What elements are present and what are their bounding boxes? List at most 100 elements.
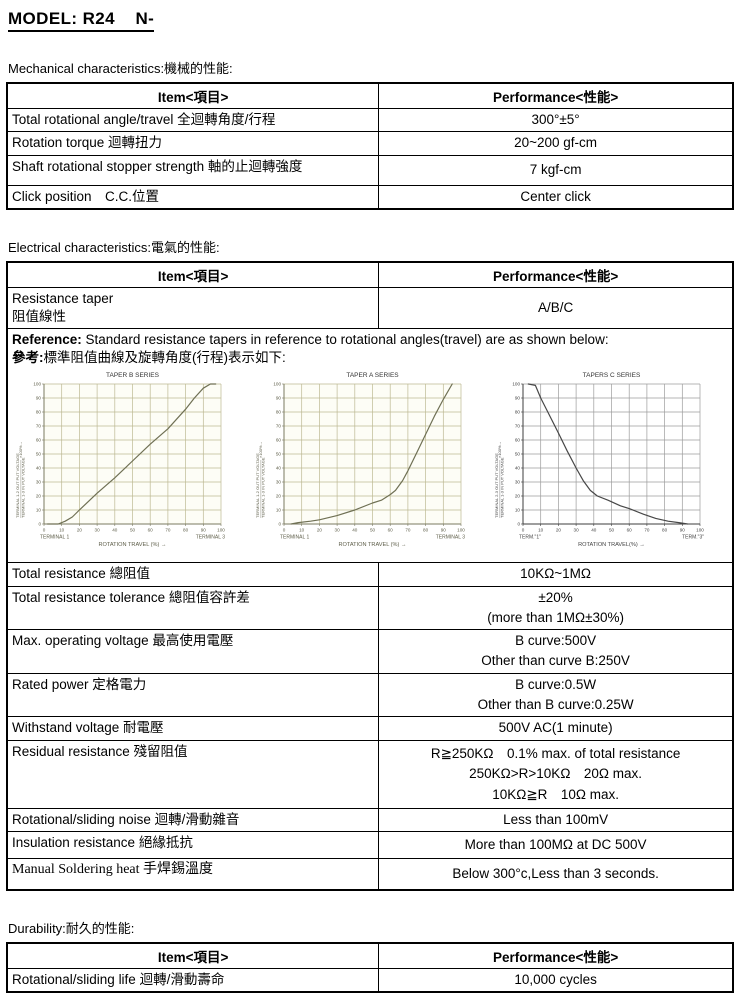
- svg-text:60: 60: [387, 528, 393, 533]
- svg-text:TERMINAL 1: TERMINAL 1: [40, 535, 69, 541]
- svg-text:100: 100: [33, 382, 41, 387]
- item-cell: Click position C.C.位置: [6, 184, 380, 210]
- svg-text:90: 90: [36, 396, 42, 401]
- svg-text:40: 40: [275, 466, 281, 471]
- svg-text:50: 50: [275, 452, 281, 457]
- svg-text:70: 70: [275, 424, 281, 429]
- svg-text:50: 50: [130, 528, 136, 533]
- reference-label-zh: 參考:: [12, 349, 44, 365]
- performance-cell: B curve:0.5W Other than B curve:0.25W: [378, 672, 734, 718]
- svg-text:70: 70: [165, 528, 171, 533]
- svg-text:80: 80: [662, 528, 668, 533]
- item-cell: Total rotational angle/travel 全迴轉角度/行程: [6, 107, 380, 133]
- column-header-performance: Performance<性能>: [378, 261, 734, 288]
- column-header-performance: Performance<性能>: [378, 82, 734, 109]
- svg-text:0: 0: [522, 528, 525, 533]
- table-row: Rotation torque 迴轉扭力 20~200 gf-cm: [6, 131, 734, 156]
- svg-text:30: 30: [36, 480, 42, 485]
- svg-text:20: 20: [556, 528, 562, 533]
- table-header-row: Item<項目> Performance<性能>: [6, 261, 734, 288]
- svg-text:TAPER B SERIES: TAPER B SERIES: [106, 372, 160, 379]
- svg-text:20: 20: [275, 494, 281, 499]
- svg-text:10: 10: [36, 508, 42, 513]
- svg-text:100: 100: [696, 528, 704, 533]
- svg-text:TERM."3": TERM."3": [682, 535, 704, 541]
- svg-text:10: 10: [275, 508, 281, 513]
- table-row: Max. operating voltage 最高使用電壓 B curve:50…: [6, 629, 734, 674]
- svg-text:90: 90: [680, 528, 686, 533]
- svg-text:70: 70: [644, 528, 650, 533]
- performance-cell: 500V AC(1 minute): [378, 716, 734, 742]
- svg-text:90: 90: [515, 396, 521, 401]
- performance-cell: 10,000 cycles: [378, 967, 734, 993]
- page-title: MODEL: R24 N-: [8, 9, 155, 32]
- item-cell: Total resistance tolerance 總阻值容許差: [6, 585, 380, 631]
- performance-cell: Less than 100mV: [378, 808, 734, 833]
- svg-text:TERMINAL 1-2 OUT PUT VOLTAGE: TERMINAL 1-2 OUT PUT VOLTAGE: [15, 453, 20, 518]
- svg-text:70: 70: [36, 424, 42, 429]
- column-header-item: Item<項目>: [6, 942, 380, 969]
- item-cell: Rated power 定格電力: [6, 672, 380, 718]
- svg-text:80: 80: [36, 410, 42, 415]
- svg-text:50: 50: [609, 528, 615, 533]
- svg-text:80: 80: [423, 528, 429, 533]
- svg-text:40: 40: [352, 528, 358, 533]
- taper-a-chart: 0 10 20 30 40 50 60 70 80 90 100 0 10 20 30 40 50 60 70 80 9…: [254, 369, 487, 557]
- svg-text:ROTATION TRAVEL (%) →: ROTATION TRAVEL (%) →: [338, 542, 406, 548]
- svg-text:40: 40: [36, 466, 42, 471]
- reference-row: Reference: Standard resistance tapers in…: [6, 328, 734, 564]
- svg-text:60: 60: [148, 528, 154, 533]
- svg-text:0: 0: [278, 522, 281, 527]
- svg-text:20: 20: [36, 494, 42, 499]
- svg-text:70: 70: [515, 424, 521, 429]
- svg-text:10: 10: [299, 528, 305, 533]
- svg-text:×100%→: ×100%→: [497, 442, 502, 459]
- electrical-heading: Electrical characteristics:電氣的性能:: [8, 239, 220, 255]
- svg-text:100: 100: [512, 382, 520, 387]
- electrical-table: Item<項目> Performance<性能> Resistance tape…: [6, 260, 734, 891]
- svg-text:TERMINAL 1-3 IN PUT VOLTAGE: TERMINAL 1-3 IN PUT VOLTAGE: [260, 457, 265, 518]
- svg-text:100: 100: [273, 382, 281, 387]
- svg-text:TERMINAL 3: TERMINAL 3: [196, 535, 225, 541]
- svg-text:ROTATION TRAVEL(%) →: ROTATION TRAVEL(%) →: [578, 542, 645, 548]
- table-row: Total rotational angle/travel 全迴轉角度/行程 3…: [6, 107, 734, 133]
- performance-cell: More than 100MΩ at DC 500V: [378, 831, 734, 860]
- svg-text:TAPER A SERIES: TAPER A SERIES: [346, 372, 399, 379]
- svg-text:30: 30: [334, 528, 340, 533]
- svg-text:10: 10: [59, 528, 65, 533]
- svg-text:TERM."1": TERM."1": [519, 535, 541, 541]
- svg-text:30: 30: [515, 480, 521, 485]
- table-row: Rotational/sliding noise 迴轉/滑動雜音 Less th…: [6, 808, 734, 833]
- svg-text:80: 80: [275, 410, 281, 415]
- item-cell: Manual Soldering heat 手焊錫溫度: [6, 858, 380, 891]
- svg-text:40: 40: [515, 466, 521, 471]
- item-cell: Withstand voltage 耐電壓: [6, 716, 380, 742]
- svg-text:×100%→: ×100%→: [258, 442, 263, 459]
- table-header-row: Item<項目> Performance<性能>: [6, 942, 734, 969]
- taper-b-chart: 0 10 20 30 40 50 60 70 80 90 100 0 10 20 30 40 50 60 70 80 9…: [14, 369, 247, 557]
- svg-text:50: 50: [369, 528, 375, 533]
- svg-text:0: 0: [517, 522, 520, 527]
- svg-text:TERMINAL 1-2 OUT PUT VOLTAGE: TERMINAL 1-2 OUT PUT VOLTAGE: [255, 453, 260, 518]
- svg-text:30: 30: [95, 528, 101, 533]
- svg-text:60: 60: [275, 438, 281, 443]
- svg-text:100: 100: [217, 528, 225, 533]
- svg-text:0: 0: [43, 528, 46, 533]
- svg-text:20: 20: [77, 528, 83, 533]
- table-row: Manual Soldering heat 手焊錫溫度 Below 300°c,…: [6, 858, 734, 891]
- performance-cell: 20~200 gf-cm: [378, 131, 734, 156]
- table-row: Rated power 定格電力 B curve:0.5W Other than…: [6, 672, 734, 718]
- table-row: Resistance taper 阻值線性 A/B/C: [6, 286, 734, 330]
- svg-text:0: 0: [38, 522, 41, 527]
- svg-text:80: 80: [515, 410, 521, 415]
- item-cell: Rotation torque 迴轉扭力: [6, 131, 380, 156]
- svg-text:×100%→: ×100%→: [18, 442, 23, 459]
- item-cell: Resistance taper 阻值線性: [6, 286, 380, 330]
- svg-text:70: 70: [405, 528, 411, 533]
- svg-text:90: 90: [201, 528, 207, 533]
- svg-text:0: 0: [282, 528, 285, 533]
- performance-cell: ±20% (more than 1MΩ±30%): [378, 585, 734, 631]
- svg-text:ROTATION TRAVEL (%) →: ROTATION TRAVEL (%) →: [98, 542, 166, 548]
- svg-text:90: 90: [440, 528, 446, 533]
